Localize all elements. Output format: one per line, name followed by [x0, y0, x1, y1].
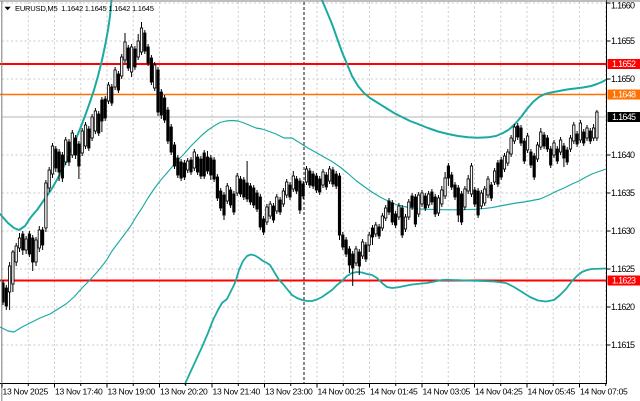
svg-text:1.1630: 1.1630 [611, 226, 635, 236]
svg-text:13 Nov 2025: 13 Nov 2025 [3, 387, 49, 397]
svg-text:1.1635: 1.1635 [611, 188, 635, 198]
svg-text:1.1620: 1.1620 [611, 302, 635, 312]
svg-text:14 Nov 05:45: 14 Nov 05:45 [528, 387, 576, 397]
svg-text:14 Nov 04:25: 14 Nov 04:25 [475, 387, 523, 397]
svg-text:14 Nov 07:05: 14 Nov 07:05 [580, 387, 628, 397]
svg-text:EURUSD,M5 1.1642 1.1645 1.164: EURUSD,M5 1.1642 1.1645 1.1642 1.1645 [15, 4, 154, 13]
svg-text:13 Nov 23:00: 13 Nov 23:00 [265, 387, 313, 397]
svg-text:1.1650: 1.1650 [611, 74, 635, 84]
svg-text:1.1640: 1.1640 [611, 150, 635, 160]
svg-text:13 Nov 19:00: 13 Nov 19:00 [108, 387, 156, 397]
svg-text:1.1660: 1.1660 [611, 1, 635, 11]
svg-text:14 Nov 01:45: 14 Nov 01:45 [370, 387, 418, 397]
svg-text:13 Nov 17:40: 13 Nov 17:40 [55, 387, 103, 397]
svg-text:1.1625: 1.1625 [611, 264, 635, 274]
svg-text:1.1652: 1.1652 [612, 59, 636, 69]
svg-text:13 Nov 20:20: 13 Nov 20:20 [160, 387, 208, 397]
svg-text:1.1655: 1.1655 [611, 36, 635, 46]
svg-text:14 Nov 03:05: 14 Nov 03:05 [423, 387, 471, 397]
svg-text:1.1615: 1.1615 [611, 340, 635, 350]
svg-text:1.1623: 1.1623 [612, 276, 636, 286]
svg-text:1.1645: 1.1645 [612, 112, 636, 122]
svg-text:14 Nov 00:25: 14 Nov 00:25 [318, 387, 366, 397]
svg-text:1.1648: 1.1648 [612, 90, 636, 100]
svg-text:13 Nov 21:40: 13 Nov 21:40 [213, 387, 261, 397]
